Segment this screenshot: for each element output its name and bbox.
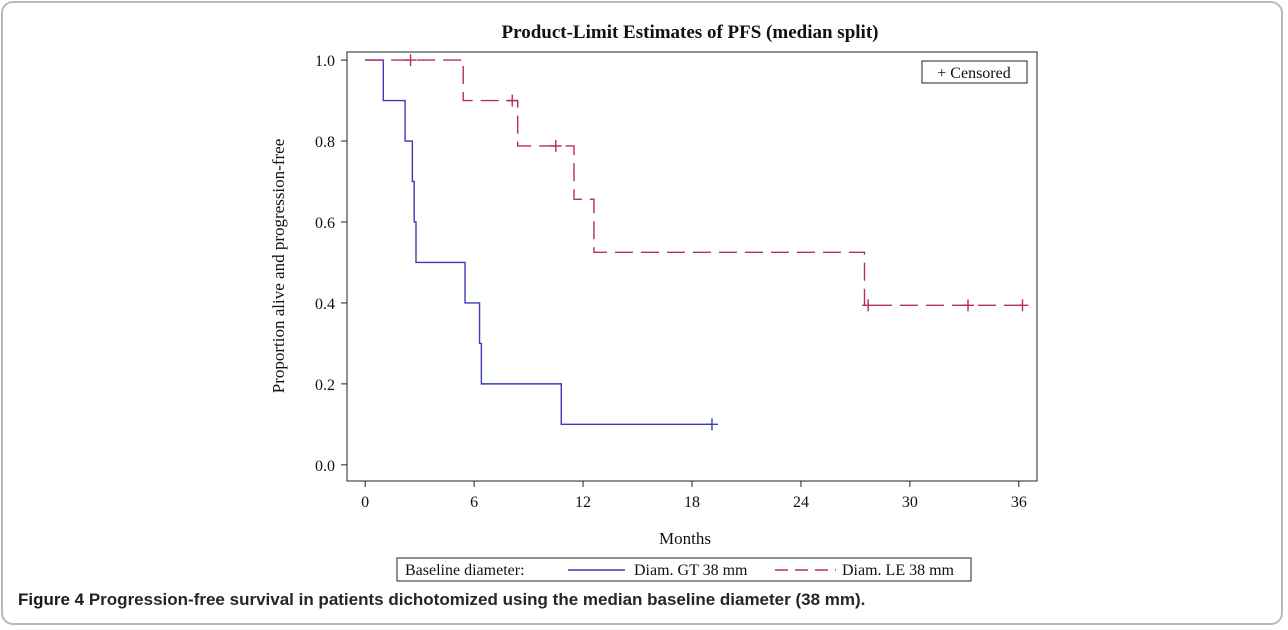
y-tick-label: 1.0: [315, 53, 335, 70]
y-tick-label: 0.0: [315, 458, 335, 475]
censor-mark: [1016, 299, 1029, 312]
censor-mark: [506, 94, 519, 107]
legend-label-le: Diam. LE 38 mm: [842, 562, 955, 579]
series-legend: Baseline diameter: Diam. GT 38 mm Diam. …: [396, 557, 972, 582]
series-layer: [365, 54, 1029, 431]
y-tick-label: 0.2: [315, 377, 335, 394]
plot-frame: [346, 51, 1038, 482]
y-tick-label: 0.8: [315, 134, 335, 151]
series-line-gt-38mm: [365, 59, 712, 426]
censor-mark: [862, 299, 875, 312]
x-tick-label: 0: [361, 494, 369, 511]
censor-mark: [549, 139, 562, 152]
censor-legend: + Censored: [921, 60, 1028, 84]
y-axis: 0.0 0.2 0.4 0.6 0.8 1.0: [315, 53, 347, 475]
legend-title: Baseline diameter:: [405, 562, 525, 579]
censor-mark: [705, 418, 718, 431]
y-tick-label: 0.6: [315, 215, 335, 232]
x-tick-label: 36: [1011, 494, 1027, 511]
censor-mark: [404, 54, 417, 67]
x-axis: 0 6 12 18 24 30 36: [361, 481, 1027, 511]
y-tick-label: 0.4: [315, 296, 335, 313]
censor-mark: [962, 299, 974, 312]
y-axis-label: Proportion alive and progression-free: [269, 139, 288, 393]
chart-title: Product-Limit Estimates of PFS (median s…: [502, 22, 879, 43]
legend-label-gt: Diam. GT 38 mm: [634, 562, 748, 579]
censor-legend-label: + Censored: [937, 65, 1010, 82]
x-tick-label: 30: [902, 494, 918, 511]
x-tick-label: 18: [684, 494, 700, 511]
x-axis-label: Months: [659, 529, 711, 548]
figure-caption: Figure 4 Progression-free survival in pa…: [18, 590, 1268, 610]
figure-caption-text: Progression-free survival in patients di…: [84, 590, 866, 609]
figure-label: Figure 4: [18, 590, 85, 609]
series-line-le-38mm: [365, 59, 1025, 307]
x-tick-label: 6: [470, 494, 478, 511]
x-tick-label: 12: [575, 494, 591, 511]
x-tick-label: 24: [793, 494, 809, 511]
